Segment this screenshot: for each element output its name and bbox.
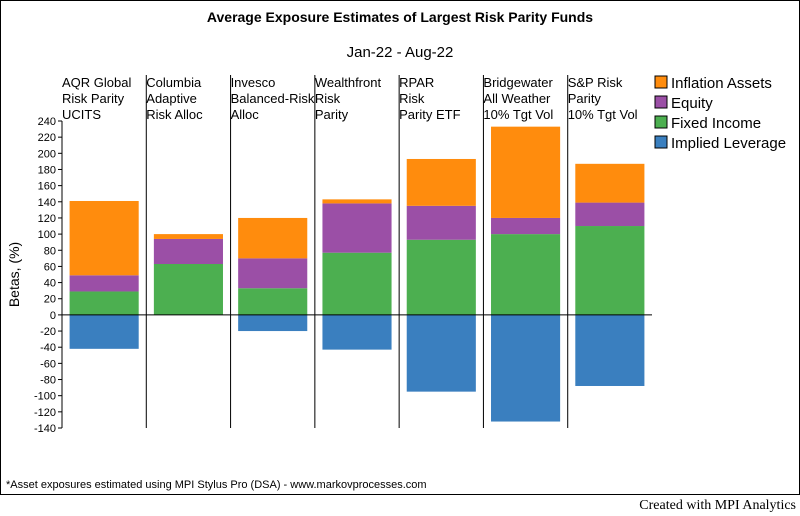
bar-inflation-assets xyxy=(575,163,645,203)
category-label: Risk Parity xyxy=(62,91,125,106)
bar-fixed-income xyxy=(238,288,308,315)
category-label: Risk Alloc xyxy=(146,107,203,122)
bar-equity xyxy=(575,202,645,227)
category-label: Columbia xyxy=(146,75,202,90)
bar-fixed-income xyxy=(491,234,561,315)
credit-text: Created with MPI Analytics xyxy=(639,498,796,513)
category-label: UCITS xyxy=(62,107,101,122)
category-label: Adaptive xyxy=(146,91,197,106)
bar-implied-leverage xyxy=(69,314,139,349)
bar-equity xyxy=(322,203,392,253)
category-label: Risk xyxy=(315,91,341,106)
legend-label: Inflation Assets xyxy=(671,75,772,92)
category-label: Bridgewater xyxy=(483,75,553,90)
legend-label: Implied Leverage xyxy=(671,135,786,152)
y-tick-label: 200 xyxy=(38,148,56,160)
legend-label: Fixed Income xyxy=(671,115,761,132)
bar-inflation-assets xyxy=(153,234,223,239)
bar-fixed-income xyxy=(153,263,223,315)
y-axis-label: Betas, (%) xyxy=(6,242,22,307)
bar-fixed-income xyxy=(322,252,392,315)
bar-equity xyxy=(406,205,476,240)
y-tick-label: -100 xyxy=(34,391,56,403)
category-label: RPAR xyxy=(399,75,434,90)
legend-swatch xyxy=(654,135,668,149)
bar-fixed-income xyxy=(69,291,139,315)
bar-equity xyxy=(153,238,223,264)
legend-label: Equity xyxy=(671,95,713,112)
category-label: Wealthfront xyxy=(315,75,382,90)
legend-swatch xyxy=(654,95,668,109)
bar-implied-leverage xyxy=(406,314,476,392)
y-tick-label: 180 xyxy=(38,164,56,176)
bar-implied-leverage xyxy=(238,314,308,332)
bar-fixed-income xyxy=(406,239,476,315)
y-tick-label: 80 xyxy=(44,245,56,257)
y-tick-label: 60 xyxy=(44,261,56,273)
category-label: Parity ETF xyxy=(399,107,460,122)
legend-swatch xyxy=(654,115,668,129)
bar-inflation-assets xyxy=(69,200,139,276)
category-label: Risk xyxy=(399,91,425,106)
category-label: All Weather xyxy=(483,91,551,106)
y-tick-label: -60 xyxy=(40,358,56,370)
category-label: 10% Tgt Vol xyxy=(568,107,638,122)
category-label: S&P Risk xyxy=(568,75,623,90)
y-tick-label: 220 xyxy=(38,132,56,144)
footnote: *Asset exposures estimated using MPI Sty… xyxy=(6,479,427,491)
bar-equity xyxy=(491,217,561,235)
category-label: 10% Tgt Vol xyxy=(483,107,553,122)
bar-implied-leverage xyxy=(322,314,392,350)
bar-inflation-assets xyxy=(238,217,308,259)
y-tick-label: 100 xyxy=(38,229,56,241)
bar-inflation-assets xyxy=(322,199,392,204)
y-tick-label: -80 xyxy=(40,375,56,387)
y-tick-label: 20 xyxy=(44,294,56,306)
bar-implied-leverage xyxy=(575,314,645,386)
y-tick-label: 140 xyxy=(38,197,56,209)
y-tick-label: 240 xyxy=(38,116,56,128)
legend-swatch xyxy=(654,75,668,89)
y-tick-label: -20 xyxy=(40,326,56,338)
category-label: Invesco xyxy=(231,75,276,90)
category-label: Parity xyxy=(568,91,602,106)
y-tick-label: 0 xyxy=(50,310,56,322)
y-tick-label: 160 xyxy=(38,181,56,193)
bar-equity xyxy=(69,275,139,292)
chart-title: Average Exposure Estimates of Largest Ri… xyxy=(207,9,593,25)
bar-inflation-assets xyxy=(491,126,561,218)
bar-implied-leverage xyxy=(491,314,561,422)
category-label: Alloc xyxy=(231,107,260,122)
y-tick-label: -140 xyxy=(34,423,56,435)
y-tick-label: 40 xyxy=(44,278,56,290)
bar-fixed-income xyxy=(575,226,645,315)
bar-inflation-assets xyxy=(406,158,476,206)
y-tick-label: -120 xyxy=(34,407,56,419)
category-label: Balanced-Risk xyxy=(231,91,315,106)
y-tick-label: -40 xyxy=(40,342,56,354)
chart-subtitle: Jan-22 - Aug-22 xyxy=(347,44,454,61)
category-label: AQR Global xyxy=(62,75,131,90)
category-label: Parity xyxy=(315,107,349,122)
y-tick-label: 120 xyxy=(38,213,56,225)
bar-equity xyxy=(238,258,308,289)
